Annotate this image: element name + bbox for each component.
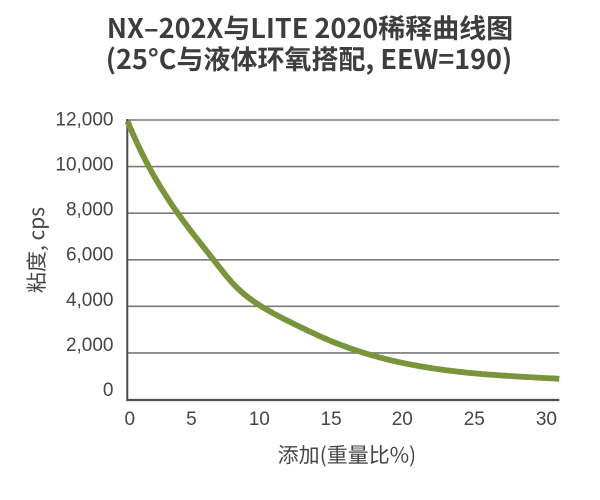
svg-text:0: 0 [103,380,114,401]
svg-text:20: 20 [392,409,413,430]
svg-text:10: 10 [249,409,270,430]
svg-text:6,000: 6,000 [66,245,114,266]
svg-text:30: 30 [536,409,557,430]
svg-text:2,000: 2,000 [66,335,114,356]
svg-text:5: 5 [186,409,197,430]
svg-text:0: 0 [125,409,136,430]
svg-text:25: 25 [464,409,485,430]
svg-text:12,000: 12,000 [55,109,113,130]
svg-text:8,000: 8,000 [66,200,114,221]
svg-text:15: 15 [321,409,342,430]
svg-text:4,000: 4,000 [66,290,114,311]
svg-text:10,000: 10,000 [55,155,113,176]
